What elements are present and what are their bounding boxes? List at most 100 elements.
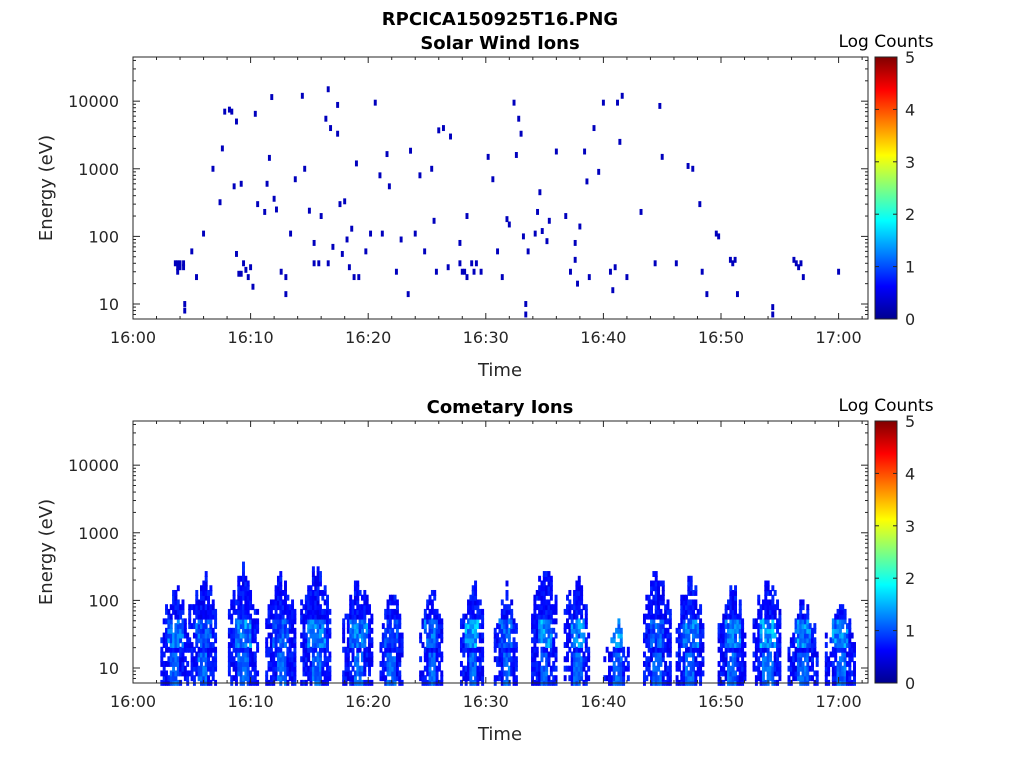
count-cell — [773, 623, 777, 630]
count-cell — [284, 580, 287, 587]
count-cell — [549, 608, 553, 615]
count-cell — [685, 646, 688, 653]
count-cell — [540, 604, 544, 611]
count-cell — [831, 627, 835, 634]
count-cell — [174, 608, 178, 615]
count-cell — [279, 675, 283, 682]
count-cell — [734, 594, 738, 601]
count-cell — [251, 637, 255, 644]
count-cell — [302, 623, 306, 630]
count-cell — [391, 660, 395, 667]
count-cell — [204, 642, 208, 648]
count-cell — [211, 613, 215, 620]
count-cell — [549, 585, 553, 592]
count-cell — [514, 665, 518, 672]
count-cell — [237, 618, 241, 625]
count-cell — [766, 585, 770, 592]
count-cell — [761, 623, 765, 630]
count-cell — [274, 585, 278, 592]
count-cell — [769, 613, 772, 620]
count-cell — [764, 660, 768, 667]
count-cell — [789, 656, 793, 663]
count-cell — [467, 608, 470, 615]
count-cell — [384, 665, 388, 672]
count-cell — [686, 163, 690, 169]
count-cell — [731, 599, 735, 606]
count-cell — [761, 675, 765, 682]
count-cell — [694, 660, 698, 667]
count-cell — [838, 613, 842, 620]
count-cell — [162, 675, 166, 682]
count-cell — [162, 660, 166, 667]
count-cell — [293, 176, 297, 183]
count-cell — [318, 651, 322, 658]
count-cell — [202, 637, 206, 644]
count-cell — [274, 623, 278, 630]
count-cell — [505, 632, 509, 639]
count-cell — [764, 618, 768, 625]
count-cell — [253, 110, 257, 117]
count-cell — [276, 580, 280, 587]
count-cell — [244, 594, 248, 601]
count-cell — [806, 675, 810, 682]
count-cell — [689, 589, 693, 596]
count-cell — [174, 613, 178, 620]
count-cell — [195, 637, 199, 644]
count-cell — [276, 618, 280, 625]
count-cell — [696, 665, 700, 672]
count-cell — [432, 217, 436, 224]
count-cell — [724, 651, 728, 658]
count-cell — [197, 608, 201, 615]
count-cell — [498, 623, 502, 630]
count-cell — [279, 618, 283, 625]
count-cell — [547, 608, 551, 615]
count-cell — [272, 618, 276, 625]
count-cell — [279, 585, 283, 592]
count-cell — [584, 637, 588, 644]
count-cell — [801, 599, 805, 606]
count-cell — [734, 651, 738, 658]
count-cell — [538, 608, 542, 615]
count-cell — [577, 575, 581, 582]
count-cell — [279, 656, 283, 663]
count-cell — [462, 642, 466, 648]
count-cell — [291, 656, 295, 663]
count-cell — [363, 618, 367, 625]
count-cell — [682, 651, 686, 658]
count-cell — [719, 651, 723, 658]
count-cell — [731, 623, 735, 630]
count-cell — [176, 665, 180, 672]
count-cell — [464, 613, 468, 620]
count-cell — [682, 608, 686, 615]
count-cell — [251, 660, 255, 667]
count-cell — [428, 646, 432, 653]
count-cell — [386, 637, 390, 644]
count-cell — [353, 632, 357, 639]
count-cell — [796, 618, 800, 625]
count-cell — [771, 599, 775, 606]
count-cell — [202, 656, 206, 663]
count-cell — [430, 675, 434, 682]
count-cell — [545, 575, 549, 582]
count-cell — [323, 670, 327, 677]
count-cell — [699, 642, 703, 648]
count-cell — [326, 642, 329, 648]
count-cell — [759, 651, 763, 658]
count-cell — [503, 646, 507, 653]
count-cell — [321, 613, 325, 620]
count-cell — [207, 665, 211, 672]
count-cell — [244, 656, 248, 663]
count-cell — [568, 627, 572, 634]
count-cell — [274, 642, 278, 648]
count-cell — [764, 589, 768, 596]
count-cell — [406, 291, 410, 298]
count-cell — [288, 670, 292, 677]
count-cell — [398, 670, 402, 677]
count-cell — [535, 613, 539, 620]
count-cell — [218, 199, 222, 206]
count-cell — [573, 604, 577, 611]
count-cell — [538, 618, 542, 625]
count-cell — [612, 670, 616, 677]
count-cell — [582, 651, 586, 658]
count-cell — [183, 623, 187, 630]
